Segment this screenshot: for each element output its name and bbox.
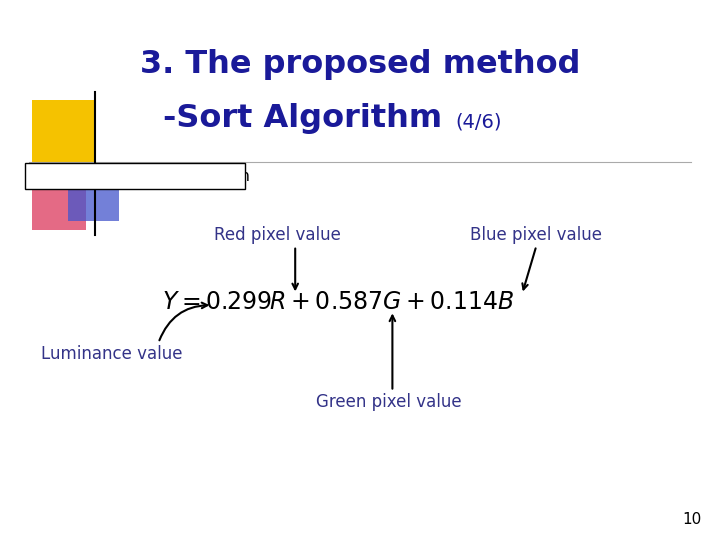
FancyBboxPatch shape — [25, 163, 245, 189]
Text: -Sort Algorithm: -Sort Algorithm — [163, 103, 442, 134]
Bar — [68, 167, 119, 221]
Text: Luminance value: Luminance value — [41, 345, 182, 363]
Text: Luminance-sorted Algorithm: Luminance-sorted Algorithm — [32, 168, 250, 184]
Text: Green pixel value: Green pixel value — [316, 393, 462, 411]
Text: Red pixel value: Red pixel value — [214, 226, 341, 244]
Text: Blue pixel value: Blue pixel value — [470, 226, 603, 244]
Text: (4/6): (4/6) — [456, 112, 502, 131]
Bar — [32, 165, 86, 230]
Text: $Y = 0.299R + 0.587G + 0.114B$: $Y = 0.299R + 0.587G + 0.114B$ — [162, 291, 515, 314]
Bar — [32, 100, 94, 178]
Text: 3. The proposed method: 3. The proposed method — [140, 49, 580, 80]
Text: 10: 10 — [683, 511, 702, 526]
